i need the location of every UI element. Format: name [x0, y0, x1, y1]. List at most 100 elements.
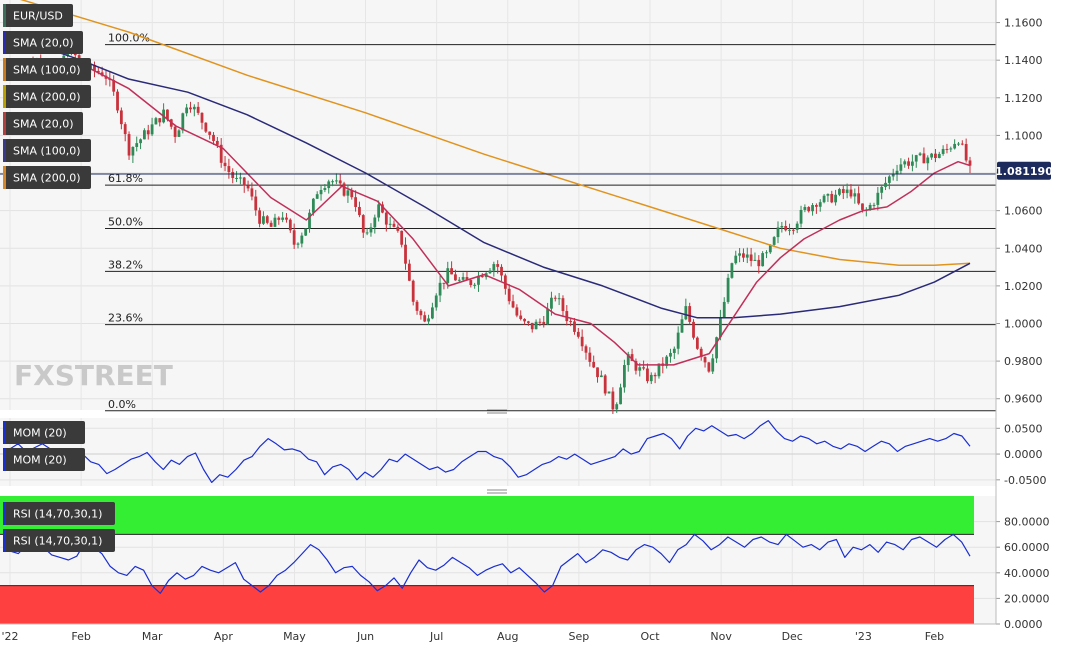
legend-item[interactable]: MOM (20): [3, 448, 85, 471]
candle-body: [242, 177, 246, 186]
y-tick-label: 1.0200: [1004, 280, 1043, 293]
candle-body: [465, 277, 469, 281]
candle-body: [219, 144, 223, 163]
candle-body: [719, 317, 722, 338]
sma-20-line: [9, 63, 971, 366]
legend-label: SMA (200,0): [13, 172, 81, 185]
candle-body: [361, 215, 365, 233]
candle-body: [688, 306, 692, 322]
candle-body: [776, 227, 780, 238]
x-tick-label: '22: [1, 630, 18, 643]
candle-body: [381, 204, 384, 213]
candle-body: [434, 295, 438, 308]
legend-box-bg: [3, 529, 115, 552]
rsi-overbought-zone: [0, 496, 974, 535]
candle-body: [861, 203, 864, 210]
legend-item[interactable]: SMA (20,0): [3, 112, 83, 135]
legend-item[interactable]: SMA (200,0): [3, 85, 91, 108]
candle-body: [354, 197, 357, 207]
candle-body: [623, 365, 626, 388]
panel-resize-handle[interactable]: [487, 409, 507, 414]
y-tick-label: 80.0000: [1004, 516, 1050, 529]
candle-body: [273, 217, 277, 227]
candle-body: [127, 134, 131, 156]
legend-item[interactable]: RSI (14,70,30,1): [3, 529, 115, 552]
candle-body: [327, 181, 331, 189]
candle-body: [288, 219, 292, 231]
candle-body: [265, 216, 269, 223]
legend-item[interactable]: EUR/USD: [3, 4, 73, 27]
legend-box-bg: [3, 31, 83, 54]
candle-body: [488, 270, 492, 274]
fib-level-label: 0.0%: [108, 398, 136, 411]
candle-body: [561, 298, 565, 312]
candle-body: [826, 193, 830, 196]
x-tick-label: Mar: [142, 630, 163, 643]
x-tick-label: Dec: [782, 630, 803, 643]
candle-body: [139, 139, 142, 144]
legend-label: MOM (20): [13, 427, 67, 440]
candle-body: [611, 391, 615, 410]
candle-body: [695, 337, 699, 349]
panel-resize-handle[interactable]: [487, 489, 507, 494]
candle-body: [657, 363, 661, 377]
x-tick-label: Nov: [710, 630, 732, 643]
x-tick-label: '23: [855, 630, 872, 643]
candle-body: [407, 263, 411, 281]
candle-body: [269, 222, 273, 227]
y-tick-label: 0.9800: [1004, 355, 1043, 368]
y-tick-label: 1.1200: [1004, 92, 1043, 105]
candle-body: [699, 348, 703, 358]
legend-box-bg: [3, 166, 91, 189]
legend-item[interactable]: SMA (200,0): [3, 166, 91, 189]
y-tick-label: 20.0000: [1004, 592, 1050, 605]
candle-body: [845, 189, 849, 194]
legend-swatch: [3, 58, 6, 81]
fib-level-label: 61.8%: [108, 172, 143, 185]
legend-item[interactable]: SMA (100,0): [3, 139, 91, 162]
candle-body: [457, 279, 461, 281]
momentum-line: [9, 420, 971, 483]
candle-body: [262, 216, 265, 224]
x-tick-label: May: [283, 630, 306, 643]
fib-level-label: 38.2%: [108, 258, 143, 271]
candle-body: [753, 259, 757, 261]
candle-body: [304, 228, 308, 236]
candle-body: [945, 148, 949, 150]
legend-label: SMA (20,0): [13, 118, 74, 131]
candle-body: [377, 204, 381, 218]
candle-body: [738, 253, 741, 256]
candle-body: [450, 268, 453, 275]
candle-body: [246, 185, 250, 189]
rsi-line: [9, 533, 971, 594]
candle-body: [795, 223, 799, 230]
candle-body: [553, 297, 557, 299]
candle-body: [150, 124, 154, 135]
candle-body: [131, 146, 135, 156]
candle-body: [926, 157, 930, 164]
candle-body: [665, 356, 669, 366]
legend-item[interactable]: SMA (100,0): [3, 58, 91, 81]
candle-body: [884, 182, 887, 187]
legend-swatch: [3, 112, 6, 135]
legend-item[interactable]: SMA (20,0): [3, 31, 83, 54]
candle-body: [415, 301, 419, 311]
legend-item[interactable]: MOM (20): [3, 421, 85, 444]
y-tick-label: 1.0000: [1004, 317, 1043, 330]
candle-body: [496, 264, 500, 267]
x-tick-label: Oct: [640, 630, 660, 643]
candle-body: [684, 306, 688, 320]
x-tick-label: Feb: [71, 630, 90, 643]
candle-body: [745, 254, 749, 258]
legend-item[interactable]: RSI (14,70,30,1): [3, 502, 115, 525]
candle-body: [680, 319, 684, 333]
candle-body: [918, 153, 922, 156]
candle-body: [542, 321, 546, 325]
candle-body: [968, 160, 972, 166]
candle-body: [350, 190, 354, 198]
candle-body: [784, 226, 788, 231]
candle-body: [922, 153, 926, 164]
candle-body: [830, 193, 834, 203]
candle-body: [757, 259, 761, 267]
candle-body: [603, 375, 607, 394]
